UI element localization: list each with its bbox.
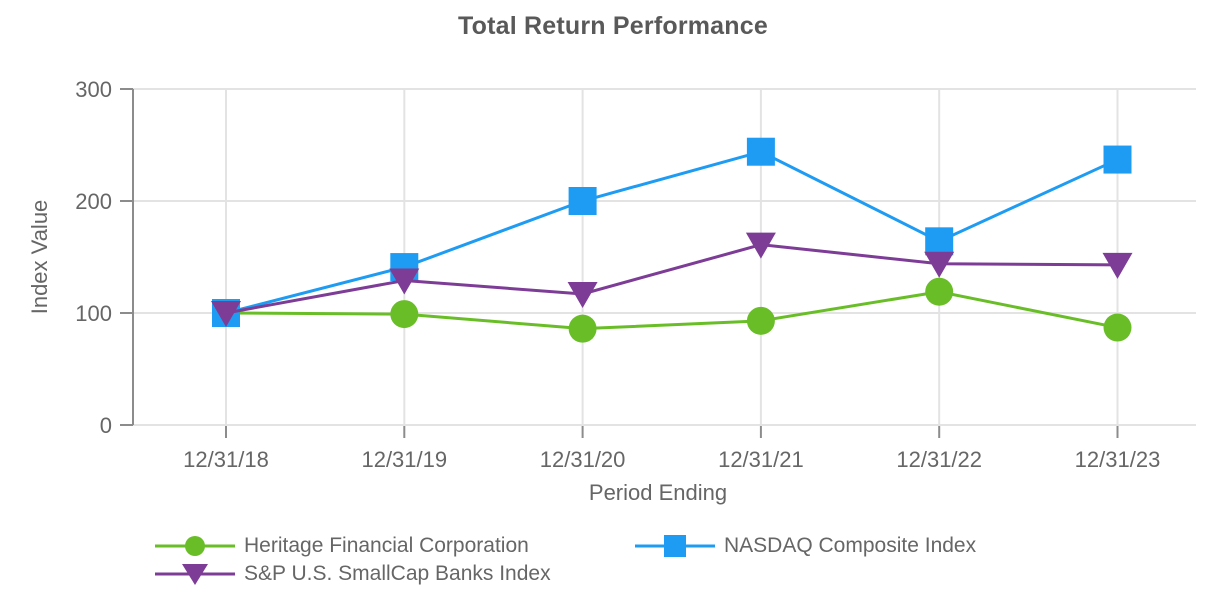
data-point-marker: [1102, 252, 1133, 279]
data-point-marker: [568, 187, 597, 215]
series-line-2: [225, 243, 1118, 315]
x-tick-label: 12/31/22: [896, 447, 982, 472]
legend-item-sp-smallcap-banks: S&P U.S. SmallCap Banks Index: [155, 560, 551, 588]
x-tick-label: 12/31/23: [1075, 447, 1161, 472]
legend-label: Heritage Financial Corporation: [244, 534, 529, 557]
data-point-marker: [925, 227, 954, 256]
x-tick-label: 12/31/19: [361, 447, 447, 472]
x-tick-label: 12/31/21: [718, 447, 804, 472]
data-point-marker: [567, 281, 598, 308]
y-tick-label: 300: [75, 77, 112, 102]
data-point-marker: [1103, 145, 1132, 174]
data-point-marker: [211, 301, 241, 327]
data-point-marker: [390, 300, 419, 329]
x-axis-title: Period Ending: [589, 480, 727, 505]
legend-item-nasdaq-composite: NASDAQ Composite Index: [635, 532, 976, 560]
series-line-0: [225, 290, 1118, 331]
triangle-marker-swatch-icon: [155, 564, 235, 585]
plot-area: 0 100 200 300 12/31/18 12/31/19 12/31/20 12/31/…: [27, 77, 1196, 505]
legend-label: S&P U.S. SmallCap Banks Index: [244, 562, 551, 585]
data-point-marker: [746, 137, 775, 166]
y-tick-label: 0: [100, 413, 112, 438]
data-point-marker: [746, 306, 775, 335]
x-tick-label: 12/31/20: [540, 447, 626, 472]
chart-title: Total Return Performance: [458, 12, 768, 40]
y-axis-title: Index Value: [27, 200, 52, 315]
square-marker-swatch-icon: [635, 535, 715, 557]
data-point-marker: [925, 277, 954, 306]
data-point-marker: [924, 251, 955, 278]
circle-marker-swatch-icon: [155, 536, 235, 556]
y-tick-label: 100: [75, 301, 112, 326]
legend-item-heritage-financial: Heritage Financial Corporation: [155, 532, 529, 560]
data-point-marker: [568, 314, 597, 343]
legend-label: NASDAQ Composite Index: [724, 534, 977, 557]
data-point-marker: [389, 268, 420, 295]
series-line-1: [225, 150, 1119, 315]
y-tick-label: 200: [75, 189, 112, 214]
data-point-marker: [1103, 313, 1132, 342]
data-point-marker: [745, 232, 776, 259]
x-tick-label: 12/31/18: [183, 447, 269, 472]
